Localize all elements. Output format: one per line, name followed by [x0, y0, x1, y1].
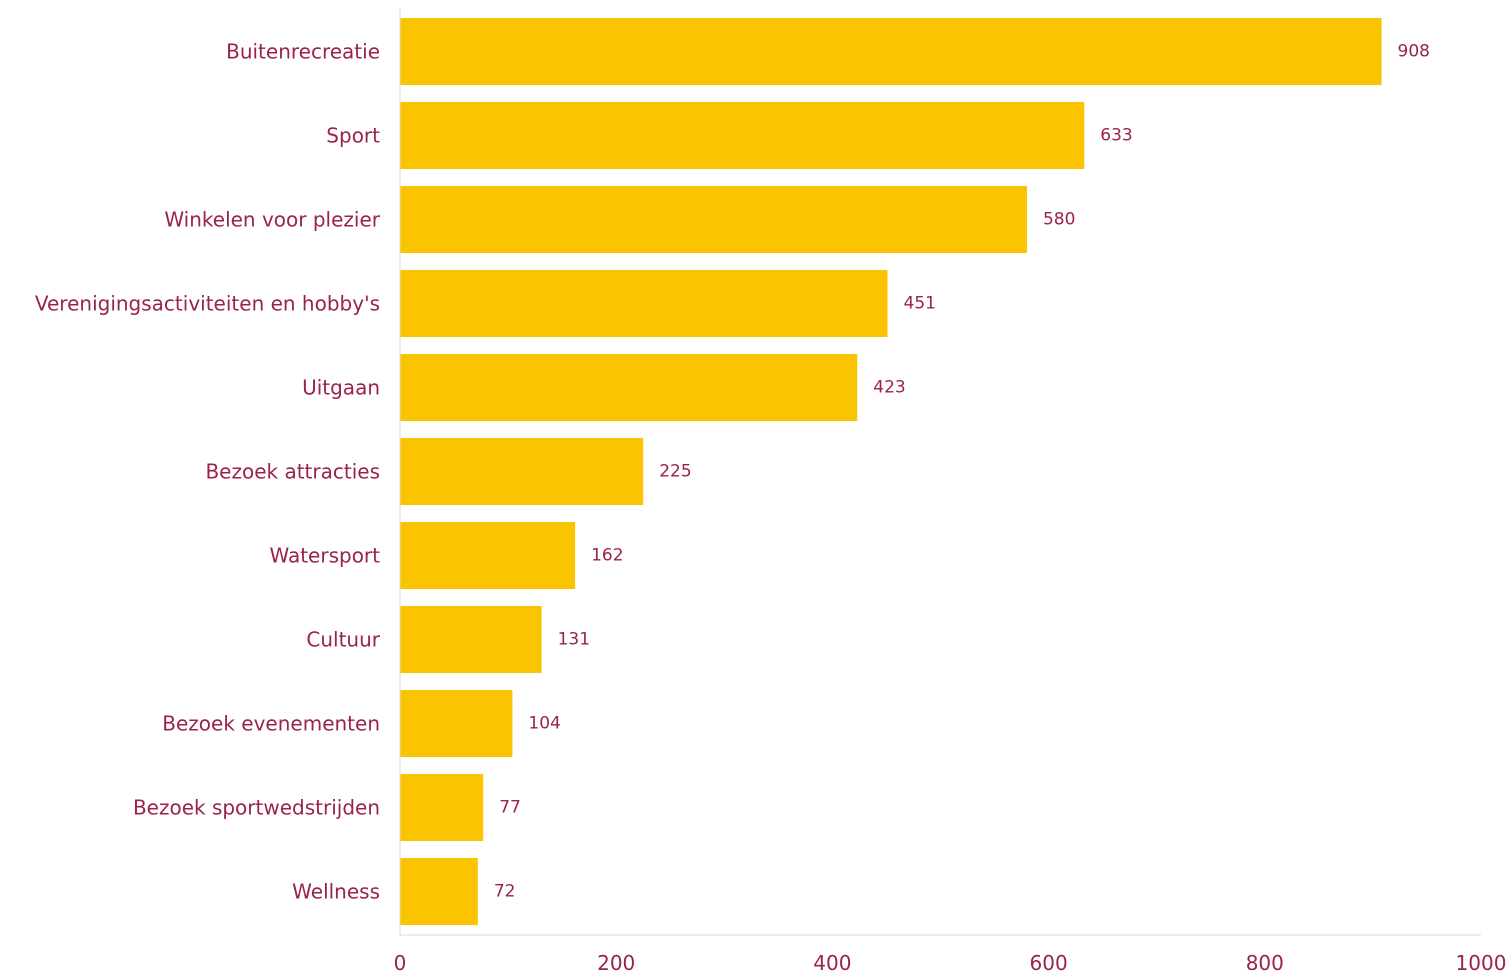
data-label: 423 [873, 378, 905, 398]
bars-group [400, 18, 1382, 925]
x-tick-label: 0 [394, 951, 407, 975]
category-label: Wellness [292, 880, 380, 904]
x-tick-label: 1000 [1456, 951, 1507, 975]
category-label: Bezoek attracties [205, 460, 380, 484]
category-label: Verenigingsactiviteiten en hobby's [35, 292, 380, 316]
bar [400, 858, 478, 925]
category-label: Winkelen voor plezier [164, 208, 380, 232]
data-label: 451 [904, 294, 936, 314]
x-tick-label: 800 [1246, 951, 1284, 975]
data-label: 580 [1043, 210, 1075, 230]
bar [400, 606, 542, 673]
data-label: 908 [1398, 42, 1430, 62]
category-labels-group: Buitenrecreatie Sport Winkelen voor plezie… [35, 40, 381, 904]
value-labels-group: 908 633 580 451 423 225 162 131 104 77 72 [494, 42, 1430, 902]
data-label: 72 [494, 882, 516, 902]
category-label: Sport [326, 124, 380, 148]
bar [400, 522, 576, 589]
data-label: 131 [558, 630, 590, 650]
bar [400, 18, 1382, 85]
data-label: 225 [659, 462, 691, 482]
x-tick-label: 400 [813, 951, 851, 975]
data-label: 104 [528, 714, 560, 734]
data-label: 633 [1100, 126, 1132, 146]
bar [400, 354, 858, 421]
bar [400, 774, 484, 841]
x-tick-label: 200 [597, 951, 635, 975]
category-label: Uitgaan [302, 376, 380, 400]
category-label: Watersport [269, 544, 380, 568]
x-tick-label: 600 [1030, 951, 1068, 975]
bar [400, 102, 1085, 169]
bar [400, 690, 513, 757]
bar [400, 186, 1027, 253]
category-label: Cultuur [306, 628, 380, 652]
x-tick-labels-group: 0 200 400 600 800 1000 [394, 951, 1507, 975]
bar [400, 270, 888, 337]
data-label: 77 [499, 798, 521, 818]
category-label: Bezoek sportwedstrijden [133, 796, 380, 820]
category-label: Bezoek evenementen [162, 712, 380, 736]
bar [400, 438, 644, 505]
category-label: Buitenrecreatie [226, 40, 380, 64]
data-label: 162 [591, 546, 623, 566]
